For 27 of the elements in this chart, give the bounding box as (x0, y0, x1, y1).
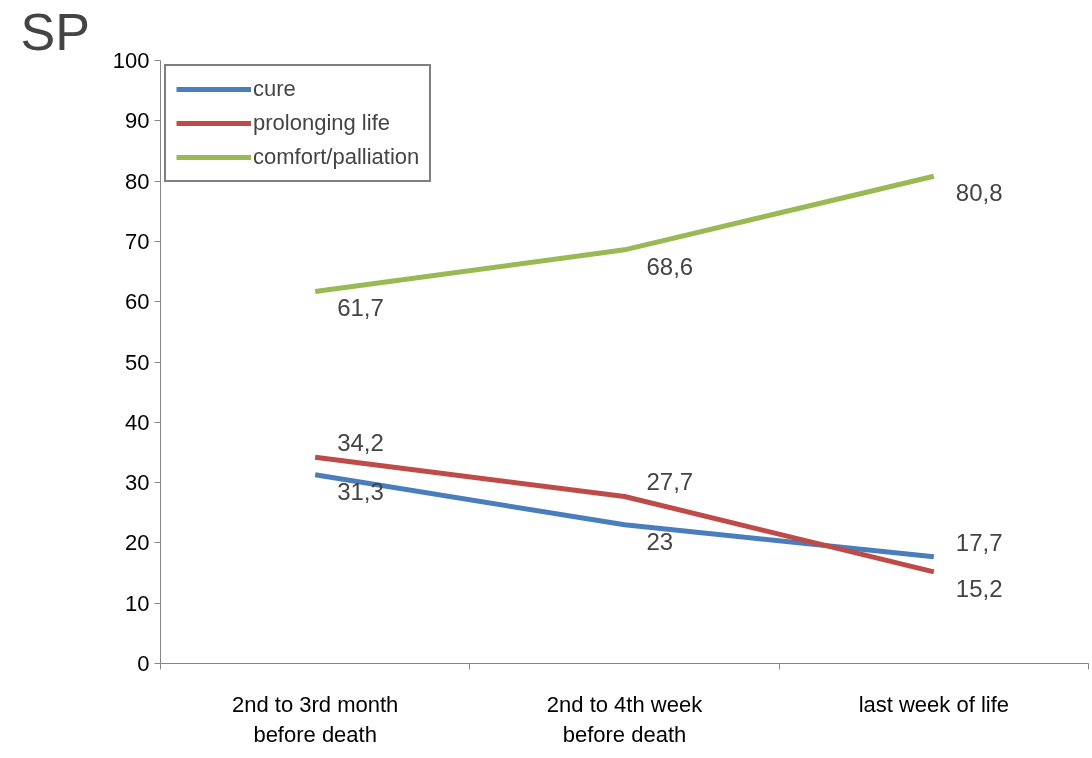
x-tick-label: last week of life (858, 691, 1010, 717)
data-label: 61,7 (337, 294, 384, 322)
x-tick-label: 2nd to 4th week before death (546, 691, 704, 747)
data-label: 15,2 (955, 574, 1003, 602)
y-tick-label: 50 (125, 349, 150, 375)
legend-label: comfort/palliation (253, 144, 420, 170)
y-tick-label: 80 (125, 168, 150, 194)
data-label: 17,7 (955, 528, 1003, 556)
y-tick-label: 0 (137, 651, 150, 676)
chart-title: SP (20, 2, 90, 61)
data-label: 23 (646, 527, 674, 555)
y-tick-label: 40 (125, 409, 150, 435)
data-label: 34,2 (337, 429, 384, 457)
legend-label: prolonging life (253, 110, 390, 136)
y-tick-label: 60 (125, 289, 150, 315)
x-tick-label: 2nd to 3rd month before death (232, 691, 399, 747)
data-label: 27,7 (646, 468, 694, 496)
y-tick-label: 20 (125, 530, 150, 556)
y-tick-label: 30 (125, 470, 150, 496)
y-tick-label: 90 (125, 108, 150, 134)
y-tick-label: 10 (125, 590, 150, 616)
data-label: 31,3 (337, 477, 384, 505)
y-tick-label: 100 (112, 48, 150, 73)
data-label: 80,8 (955, 179, 1003, 207)
y-tick-label: 70 (125, 228, 150, 254)
legend-label: cure (253, 76, 296, 102)
data-label: 68,6 (646, 252, 694, 280)
